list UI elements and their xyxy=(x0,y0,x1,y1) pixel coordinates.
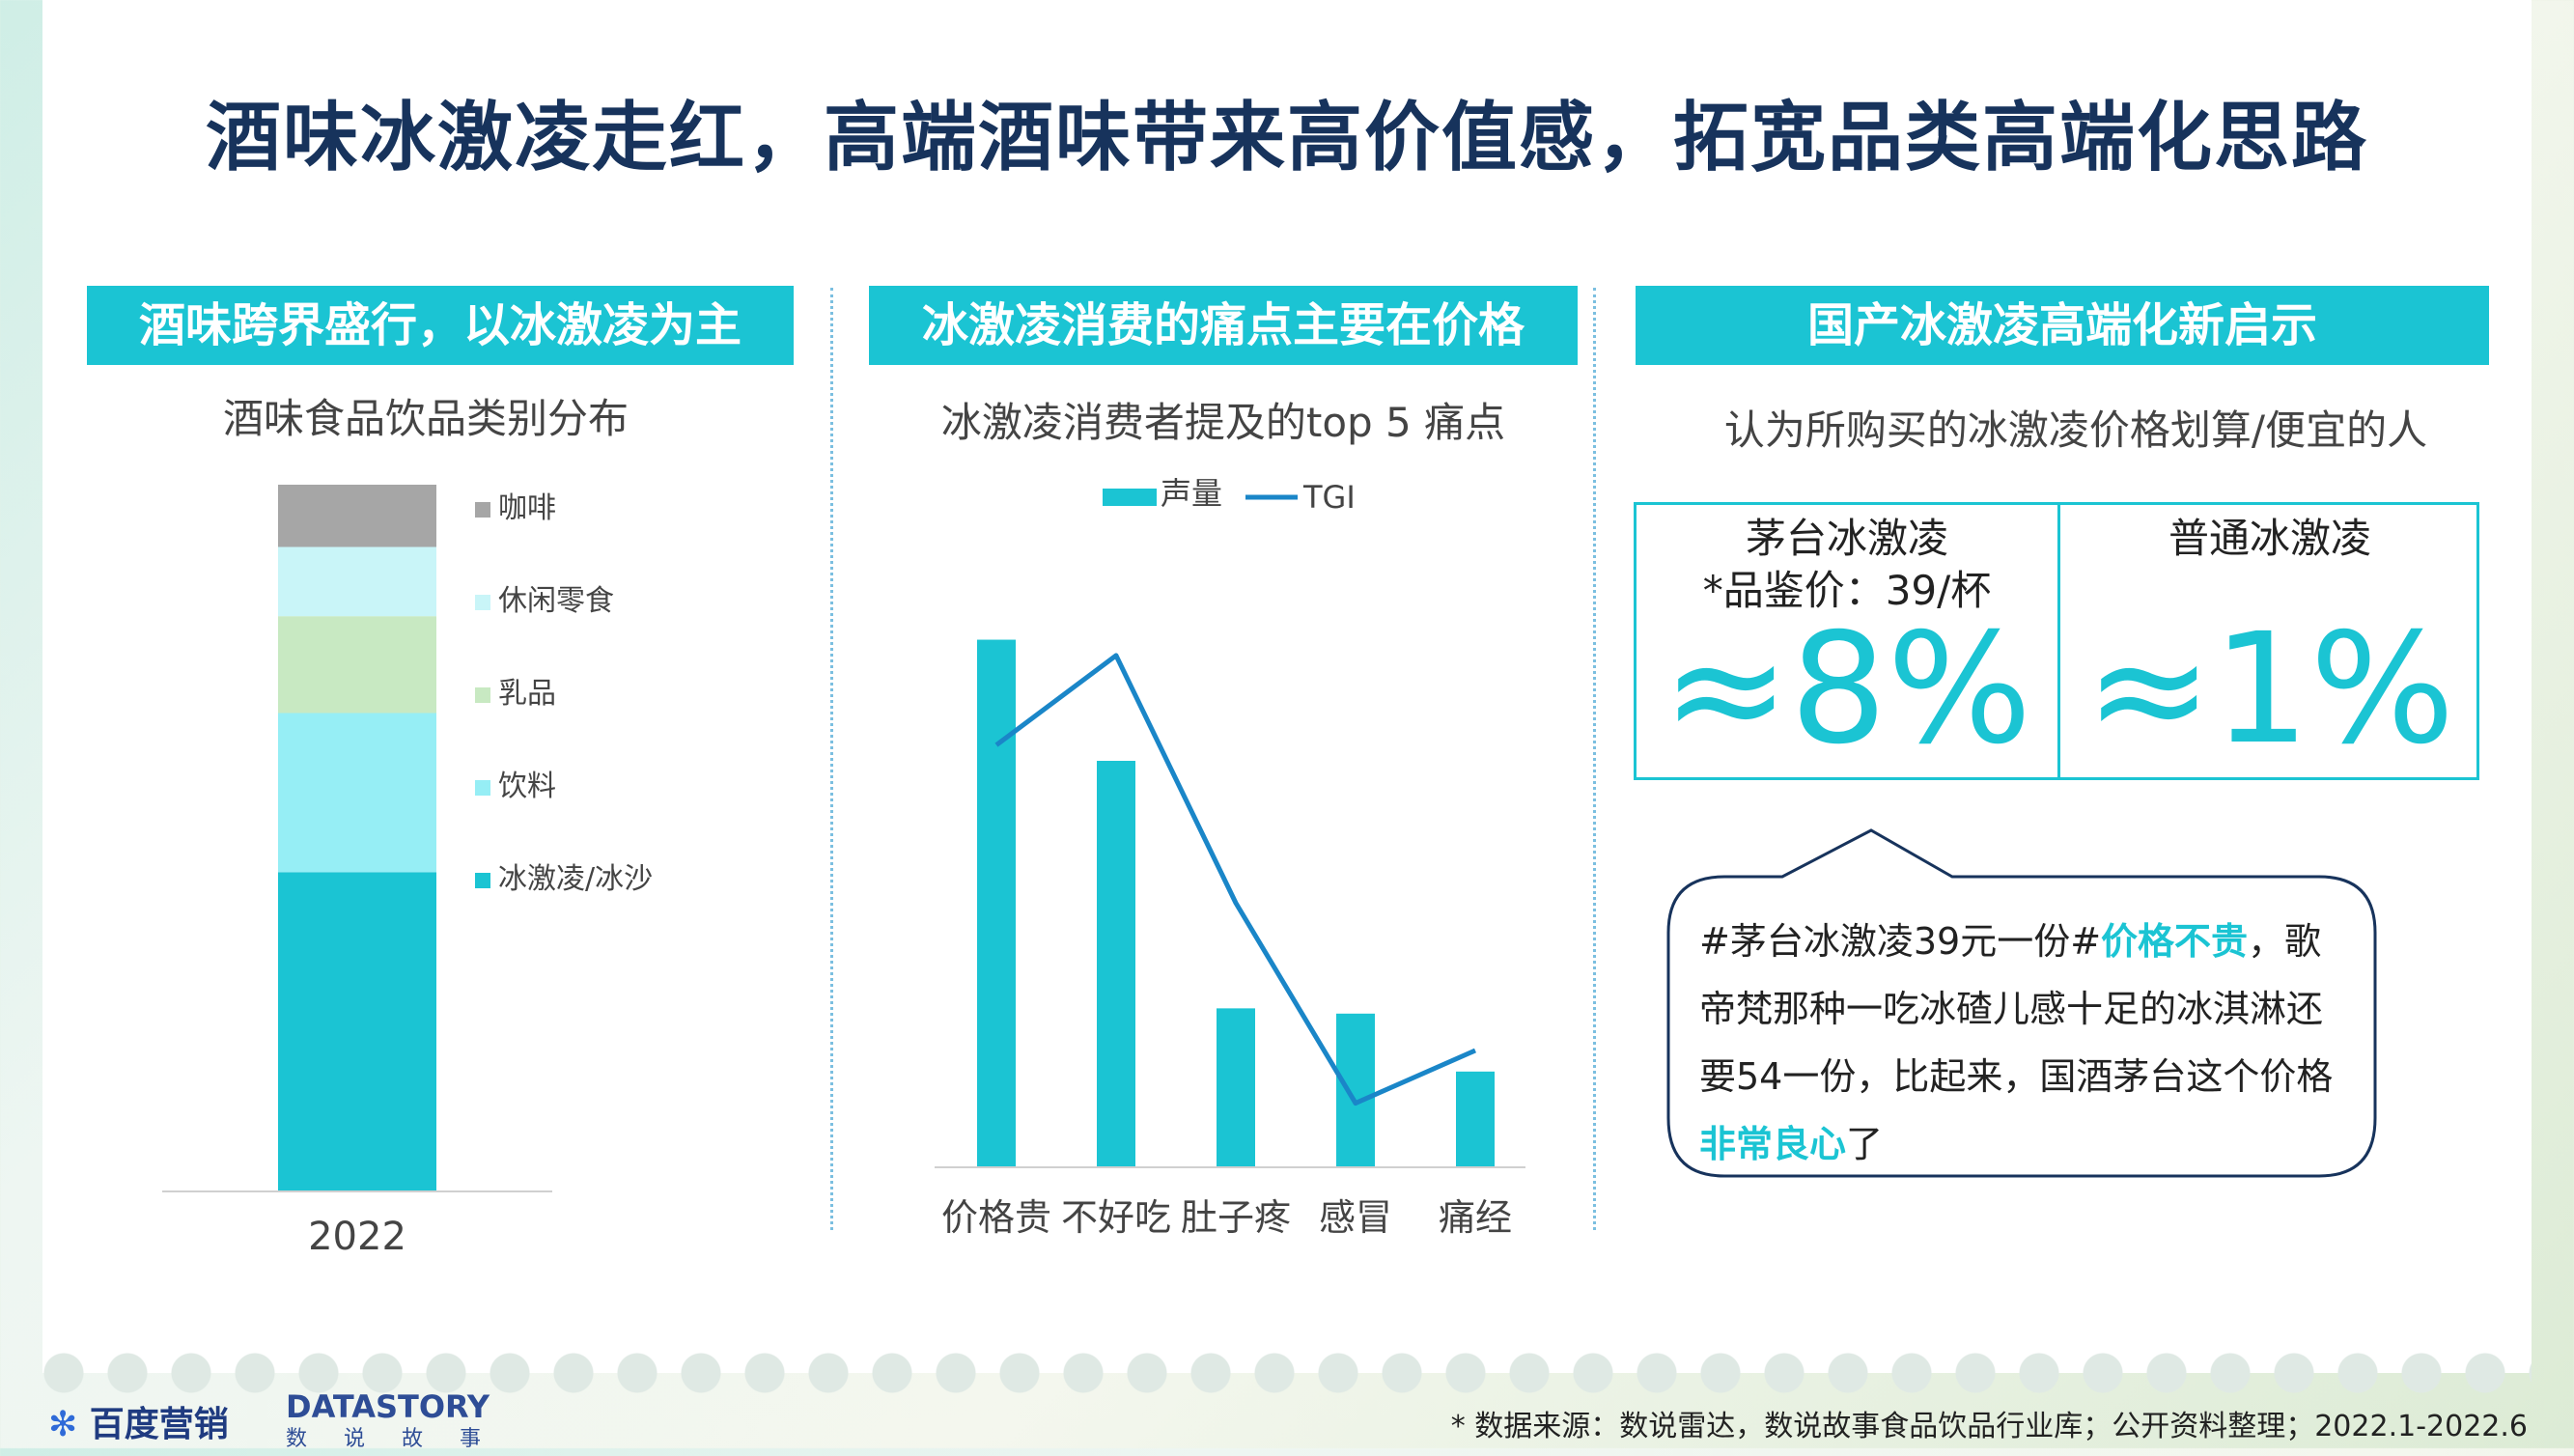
moutai-price: *品鉴价：39/杯 xyxy=(1702,567,1992,614)
section2-subtitle: 冰激凌消费者提及的top 5 痛点 xyxy=(940,399,1506,446)
normal-percent: ≈1% xyxy=(2084,601,2455,778)
section1-header: 酒味跨界盛行，以冰激凌为主 xyxy=(87,286,794,365)
quote-part1: #茅台冰激凌39元一份# xyxy=(1699,920,2102,963)
stat-divider xyxy=(2057,505,2060,777)
quote-highlight-2: 非常良心 xyxy=(1699,1123,1847,1165)
stack-legend-label-2: 乳品 xyxy=(498,677,556,711)
page-title: 酒味冰激凌走红，高端酒味带来高价值感，拓宽品类高端化思路 xyxy=(205,95,2368,182)
section3-header: 国产冰激凌高端化新启示 xyxy=(1636,286,2489,365)
baidu-logo-text: 百度营销 xyxy=(89,1405,229,1444)
quote-highlight-1: 价格不贵 xyxy=(2101,920,2249,963)
quote-bubble xyxy=(1666,828,2377,1178)
stack-legend-swatch-0 xyxy=(475,502,490,518)
quote-text: #茅台冰激凌39元一份#价格不贵，歌帝梵那种一吃冰碴儿感十足的冰淇淋还要54一份… xyxy=(1699,908,2356,1178)
x-tick-label-2: 肚子疼 xyxy=(1181,1196,1291,1239)
quote-part2: ，歌帝梵那种一吃冰碴儿感十足的冰淇淋还要54一份，比起来，国酒茅台这个价格 xyxy=(1699,920,2334,1098)
stack-x-label: 2022 xyxy=(308,1215,406,1259)
stack-legend-swatch-4 xyxy=(475,873,490,888)
stack-segment-2 xyxy=(278,616,436,714)
stack-segment-4 xyxy=(278,485,436,547)
moutai-stat: 茅台冰激凌 *品鉴价：39/杯 ≈8% xyxy=(1637,505,2057,777)
data-source-note: * 数据来源：数说雷达，数说故事食品饮品行业库；公开资料整理；2022.1-20… xyxy=(1450,1410,2528,1443)
x-tick-label-3: 感冒 xyxy=(1319,1196,1392,1239)
stack-segment-3 xyxy=(278,546,436,617)
stack-legend-swatch-3 xyxy=(475,780,490,796)
moutai-label: 茅台冰激凌 xyxy=(1745,515,1948,562)
moutai-percent: ≈8% xyxy=(1662,601,2032,778)
legend-line-label: TGI xyxy=(1302,479,1356,516)
pain-point-chart: 声量 TGI 价格贵 不好吃 肚子疼 感冒 痛经 xyxy=(935,475,1525,1239)
bar-4 xyxy=(1456,1071,1495,1166)
bar-2 xyxy=(1217,1008,1255,1166)
baidu-paw-icon: ✻ xyxy=(48,1405,90,1444)
stack-legend-label-4: 冰激凌/冰沙 xyxy=(498,862,653,896)
section1-subtitle: 酒味食品饮品类别分布 xyxy=(222,395,629,442)
normal-label: 普通冰激凌 xyxy=(2168,515,2371,562)
datastory-logo: DATASTORY 数说故事 xyxy=(286,1390,518,1456)
bar-3 xyxy=(1336,1013,1375,1166)
bar-1 xyxy=(1097,761,1135,1166)
scallop-bottom-border xyxy=(42,1352,2532,1394)
x-tick-label-0: 价格贵 xyxy=(941,1196,1051,1239)
section3-subtitle: 认为所购买的冰激凌价格划算/便宜的人 xyxy=(1723,406,2428,454)
stack-segment-0 xyxy=(278,872,436,1190)
legend-bar-swatch xyxy=(1103,489,1157,506)
stack-legend-label-1: 休闲零食 xyxy=(498,584,614,618)
section2-header: 冰激凌消费的痛点主要在价格 xyxy=(869,286,1578,365)
x-tick-label-1: 不好吃 xyxy=(1061,1196,1171,1239)
datastory-logo-text: DATASTORY xyxy=(286,1388,490,1425)
section-separator-2 xyxy=(1593,288,1596,1230)
baidu-marketing-logo: ✻ 百度营销 xyxy=(48,1396,229,1446)
stack-legend-swatch-1 xyxy=(475,595,490,610)
x-tick-label-4: 痛经 xyxy=(1439,1196,1512,1239)
bar-0 xyxy=(977,639,1016,1166)
normal-stat: 普通冰激凌 ≈1% xyxy=(2060,505,2479,777)
stat-comparison-box: 茅台冰激凌 *品鉴价：39/杯 ≈8% 普通冰激凌 ≈1% xyxy=(1634,502,2479,780)
stack-legend-label-3: 饮料 xyxy=(498,770,556,803)
section-separator-1 xyxy=(830,288,833,1230)
datastory-logo-cn: 数说故事 xyxy=(286,1427,518,1451)
quote-part3: 了 xyxy=(1846,1123,1884,1165)
stack-legend-swatch-2 xyxy=(475,687,490,703)
tgi-line xyxy=(994,653,1477,1106)
stack-legend-label-0: 咖啡 xyxy=(498,491,556,525)
legend-bar-label: 声量 xyxy=(1161,475,1222,512)
stack-segment-1 xyxy=(278,713,436,873)
